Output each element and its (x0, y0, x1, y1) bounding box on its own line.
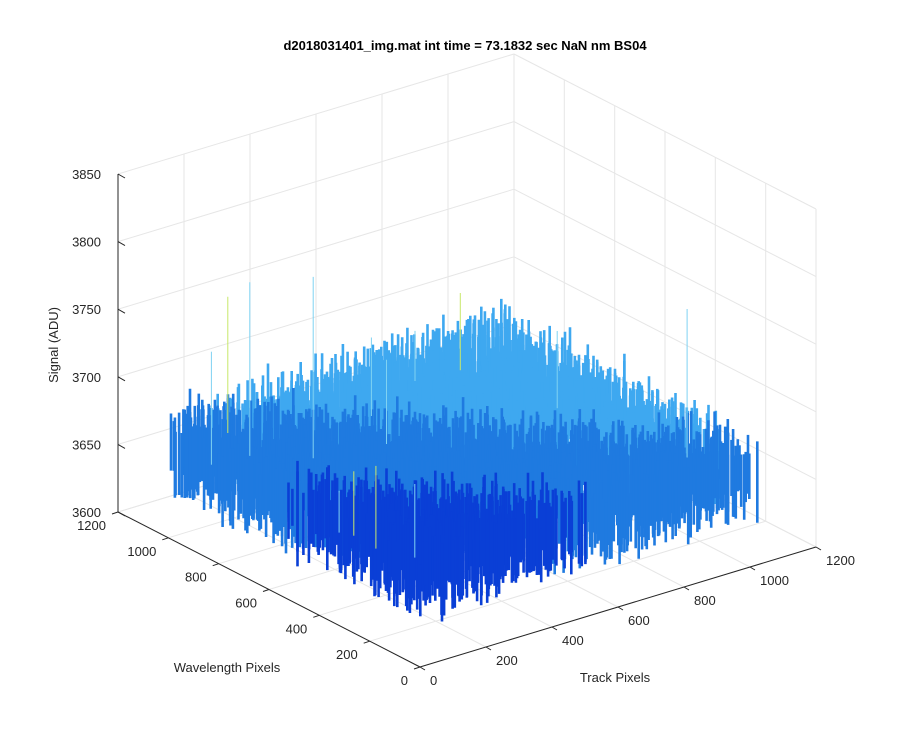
surface (169, 276, 759, 622)
y-tick-label: 0 (401, 673, 408, 688)
x-axis-label: Track Pixels (580, 670, 651, 685)
z-tick-mark (117, 173, 126, 179)
z-tick-mark (117, 443, 126, 449)
y-axis-label: Wavelength Pixels (174, 660, 281, 675)
grid-line (117, 53, 515, 175)
y-tick-label: 600 (235, 596, 257, 611)
x-tick-label: 800 (694, 593, 716, 608)
x-tick-label: 200 (496, 653, 518, 668)
x-tick-mark (617, 606, 624, 611)
y-tick-label: 400 (286, 621, 308, 636)
x-tick-mark (419, 666, 426, 671)
grid-line (513, 53, 817, 210)
y-tick-mark (363, 640, 370, 644)
z-tick-label: 3650 (72, 437, 101, 452)
y-tick-mark (111, 511, 119, 515)
z-axis-label: Signal (ADU) (46, 307, 61, 383)
z-tick-mark (117, 241, 126, 247)
x-tick-mark (485, 646, 492, 651)
z-tick-mark (117, 376, 126, 382)
x-tick-mark (551, 626, 558, 631)
y-tick-mark (313, 614, 320, 618)
grid-line (117, 121, 515, 243)
x-tick-mark (749, 566, 756, 571)
y-tick-mark (162, 537, 169, 541)
y-tick-mark (413, 666, 421, 670)
z-tick-label: 3600 (72, 505, 101, 520)
grid-line (513, 256, 817, 413)
y-tick-mark (262, 589, 270, 592)
grid-line (117, 188, 515, 310)
grid-line (513, 188, 817, 345)
z-tick-mark (117, 511, 126, 517)
z-tick-label: 3750 (72, 302, 101, 317)
y-tick-mark (212, 563, 219, 567)
y-tick-label: 200 (336, 647, 358, 662)
x-tick-label: 1000 (760, 573, 789, 588)
x-tick-label: 600 (628, 613, 650, 628)
tick-labels: 0 200 400 600 800 1000 1200 0 200 400 600 800 1000 12… (72, 167, 855, 688)
z-tick-label: 3800 (72, 235, 101, 250)
x-tick-mark (683, 586, 690, 591)
x-tick-label: 0 (430, 673, 437, 688)
grid-line (369, 520, 766, 642)
z-tick-mark (117, 308, 126, 314)
grid-line (117, 256, 515, 378)
axes (111, 173, 822, 671)
z-tick-label: 3700 (72, 370, 101, 385)
x-tick-mark (815, 546, 822, 551)
y-tick-label: 1000 (127, 544, 156, 559)
y-tick-label: 800 (185, 570, 207, 585)
z-tick-label: 3850 (72, 167, 101, 182)
x-tick-label: 1200 (826, 553, 855, 568)
y-tick-label: 1200 (77, 518, 106, 533)
x-tick-label: 400 (562, 633, 584, 648)
grid-line (513, 121, 817, 278)
plot-title: d2018031401_img.mat int time = 73.1832 s… (283, 38, 647, 53)
